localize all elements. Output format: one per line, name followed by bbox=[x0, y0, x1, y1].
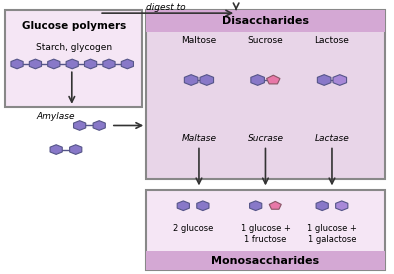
Polygon shape bbox=[29, 59, 41, 69]
Text: 2 glucose: 2 glucose bbox=[173, 224, 213, 233]
Text: Glucose polymers: Glucose polymers bbox=[22, 21, 126, 31]
Text: Disaccharides: Disaccharides bbox=[222, 16, 309, 26]
Polygon shape bbox=[184, 75, 198, 85]
Polygon shape bbox=[316, 201, 328, 210]
Polygon shape bbox=[11, 59, 23, 69]
Polygon shape bbox=[48, 59, 60, 69]
FancyBboxPatch shape bbox=[5, 10, 142, 107]
Polygon shape bbox=[50, 145, 62, 154]
Polygon shape bbox=[121, 59, 134, 69]
Polygon shape bbox=[267, 75, 280, 84]
Text: Monosaccharides: Monosaccharides bbox=[212, 256, 320, 266]
Polygon shape bbox=[249, 201, 262, 210]
Polygon shape bbox=[197, 201, 209, 210]
Text: Sucrase: Sucrase bbox=[247, 134, 283, 143]
Text: Sucrose: Sucrose bbox=[247, 36, 283, 45]
Polygon shape bbox=[336, 201, 348, 210]
Polygon shape bbox=[177, 201, 190, 210]
Text: digest to: digest to bbox=[146, 3, 186, 12]
Polygon shape bbox=[103, 59, 115, 69]
FancyBboxPatch shape bbox=[146, 10, 385, 32]
Text: 1 glucose +
1 fructose: 1 glucose + 1 fructose bbox=[240, 224, 290, 244]
Polygon shape bbox=[200, 75, 214, 85]
Polygon shape bbox=[251, 75, 264, 85]
Text: Lactase: Lactase bbox=[314, 134, 349, 143]
Polygon shape bbox=[333, 75, 347, 85]
Polygon shape bbox=[318, 75, 331, 85]
Text: Amylase: Amylase bbox=[37, 112, 75, 121]
Polygon shape bbox=[93, 121, 105, 130]
Text: Starch, glycogen: Starch, glycogen bbox=[36, 42, 112, 52]
Polygon shape bbox=[269, 201, 281, 209]
Text: Maltose: Maltose bbox=[181, 36, 217, 45]
FancyBboxPatch shape bbox=[146, 251, 385, 270]
Text: 1 glucose +
1 galactose: 1 glucose + 1 galactose bbox=[307, 224, 357, 244]
FancyBboxPatch shape bbox=[146, 10, 385, 179]
Polygon shape bbox=[66, 59, 78, 69]
FancyBboxPatch shape bbox=[146, 190, 385, 270]
Text: Maltase: Maltase bbox=[182, 134, 216, 143]
Polygon shape bbox=[70, 145, 82, 154]
Polygon shape bbox=[74, 121, 86, 130]
Polygon shape bbox=[84, 59, 97, 69]
Text: Lactose: Lactose bbox=[314, 36, 349, 45]
